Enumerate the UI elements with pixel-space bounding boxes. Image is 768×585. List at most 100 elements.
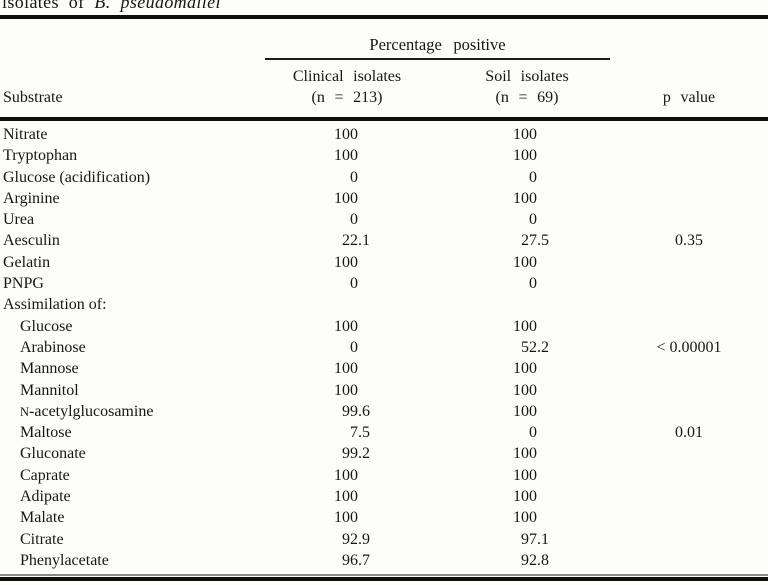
clinical-value-cell: 100: [334, 317, 358, 335]
p-value-cell: < 0.00001: [656, 338, 722, 356]
soil-value-cell: 100: [513, 402, 537, 420]
clinical-value-cell: 0: [350, 211, 358, 229]
header-divider-rule: [0, 117, 768, 121]
soil-value-cell: 0: [529, 424, 537, 442]
clinical-value-cell: 99.6: [342, 402, 370, 420]
table-row: Mannitol 100 100: [0, 380, 768, 401]
clinical-value-cell: 100: [334, 189, 358, 207]
substrate-cell: Mannose: [20, 360, 79, 378]
p-value-cell: [622, 550, 768, 571]
p-value-cell: [622, 401, 768, 422]
column-header-soil: Soil isolates (n = 69): [432, 66, 622, 108]
clinical-value-cell: [262, 294, 432, 315]
soil-value-cell: 100: [513, 360, 537, 378]
soil-value-cell: [432, 294, 622, 315]
clinical-value-cell: 99.2: [342, 445, 370, 463]
substrate-cell: Caprate: [20, 466, 70, 484]
p-value-cell: [622, 486, 768, 507]
substrate-cell: Arginine: [3, 189, 60, 207]
substrate-cell: Malate: [20, 509, 65, 527]
table-row: Mannose 100 100: [0, 358, 768, 379]
substrate-cell: Adipate: [20, 488, 71, 506]
soil-value-cell: 100: [513, 253, 537, 271]
p-value-cell: [622, 124, 768, 145]
table-row: Adipate 100 100: [0, 486, 768, 507]
table-row: N-acetylglucosamine 99.6 100: [0, 401, 768, 422]
p-value-cell: [622, 358, 768, 379]
p-value-cell: [622, 529, 768, 550]
substrate-cell: Tryptophan: [3, 147, 78, 165]
clinical-value-cell: 0: [350, 338, 358, 356]
column-header-clinical-line1: Clinical isolates: [292, 68, 402, 85]
substrate-cell: Gelatin: [3, 253, 51, 271]
substrate-cell: Citrate: [20, 530, 64, 548]
clinical-value-cell: 100: [334, 360, 358, 378]
clinical-value-cell: 92.9: [342, 530, 370, 548]
substrate-cell: Assimilation of:: [3, 296, 107, 314]
soil-value-cell: 27.5: [521, 232, 549, 250]
p-value-cell: [622, 273, 768, 294]
clinical-value-cell: 100: [334, 466, 358, 484]
table-top-rule: [0, 15, 768, 19]
substrate-cell: Phenylacetate: [20, 551, 109, 569]
substrate-cell: Aesculin: [3, 232, 60, 250]
soil-value-cell: 100: [513, 509, 537, 527]
substrate-cell: Gluconate: [20, 445, 86, 463]
p-value-cell: 0.01: [675, 424, 703, 442]
substrate-cell: Urea: [3, 211, 35, 229]
clinical-value-cell: 7.5: [350, 424, 370, 442]
table-row: Malate 100 100: [0, 507, 768, 528]
clinical-value-cell: 100: [334, 509, 358, 527]
soil-value-cell: 97.1: [521, 530, 549, 548]
clinical-value-cell: 0: [350, 275, 358, 293]
soil-value-cell: 100: [513, 445, 537, 463]
column-header-row: Substrate Clinical isolates (n = 213) So…: [0, 66, 768, 108]
soil-value-cell: 100: [513, 189, 537, 207]
p-value-cell: [622, 252, 768, 273]
p-value-cell: [622, 167, 768, 188]
p-value-cell: [622, 465, 768, 486]
table-row: PNPG 0 0: [0, 273, 768, 294]
table-row: Gluconate 99.2 100: [0, 443, 768, 464]
substrate-cell: Glucose: [20, 317, 73, 335]
substrate-cell: Maltose: [20, 424, 72, 442]
substrate-cell: Nitrate: [3, 126, 48, 143]
substrate-cell: Mannitol: [20, 381, 79, 399]
column-header-clinical-n: (n = 213): [311, 89, 383, 106]
table-row: Maltose 7.5 0 0.01: [0, 422, 768, 443]
p-value-cell: [622, 507, 768, 528]
caption-plain-text: isolates of: [2, 0, 85, 12]
p-value-cell: 0.35: [675, 232, 703, 250]
p-value-cell: [622, 380, 768, 401]
soil-value-cell: 100: [513, 147, 537, 165]
substrate-cell: PNPG: [3, 275, 44, 293]
substrate-cell: Glucose (acidification): [3, 168, 151, 186]
table-caption: isolates of B. pseudomallei: [0, 0, 768, 14]
substrate-cell: Arabinose: [20, 338, 86, 356]
table-row: Tryptophan 100 100: [0, 145, 768, 166]
soil-value-cell: 0: [529, 275, 537, 293]
table-row: Urea 0 0: [0, 209, 768, 230]
soil-value-cell: 100: [513, 317, 537, 335]
p-value-cell: [622, 294, 768, 315]
p-value-cell: [622, 145, 768, 166]
soil-value-cell: 100: [513, 488, 537, 506]
column-header-clinical: Clinical isolates (n = 213): [262, 66, 432, 108]
column-header-soil-line1: Soil isolates: [485, 68, 569, 85]
table-row: Arabinose 0 52.2 < 0.00001: [0, 337, 768, 358]
soil-value-cell: 92.8: [521, 551, 549, 569]
clinical-value-cell: 0: [350, 168, 358, 186]
clinical-value-cell: 100: [334, 147, 358, 165]
spanner-heading: Percentage positive: [369, 35, 506, 54]
spanner-underline: [265, 58, 610, 60]
column-header-soil-n: (n = 69): [495, 89, 559, 106]
p-value-cell: [622, 209, 768, 230]
p-value-cell: [622, 443, 768, 464]
soil-value-cell: 0: [529, 168, 537, 186]
clinical-value-cell: 96.7: [342, 551, 370, 569]
soil-value-cell: 52.2: [521, 338, 549, 356]
soil-value-cell: 0: [529, 211, 537, 229]
table-row: Glucose (acidification) 0 0: [0, 167, 768, 188]
soil-value-cell: 100: [513, 126, 537, 143]
